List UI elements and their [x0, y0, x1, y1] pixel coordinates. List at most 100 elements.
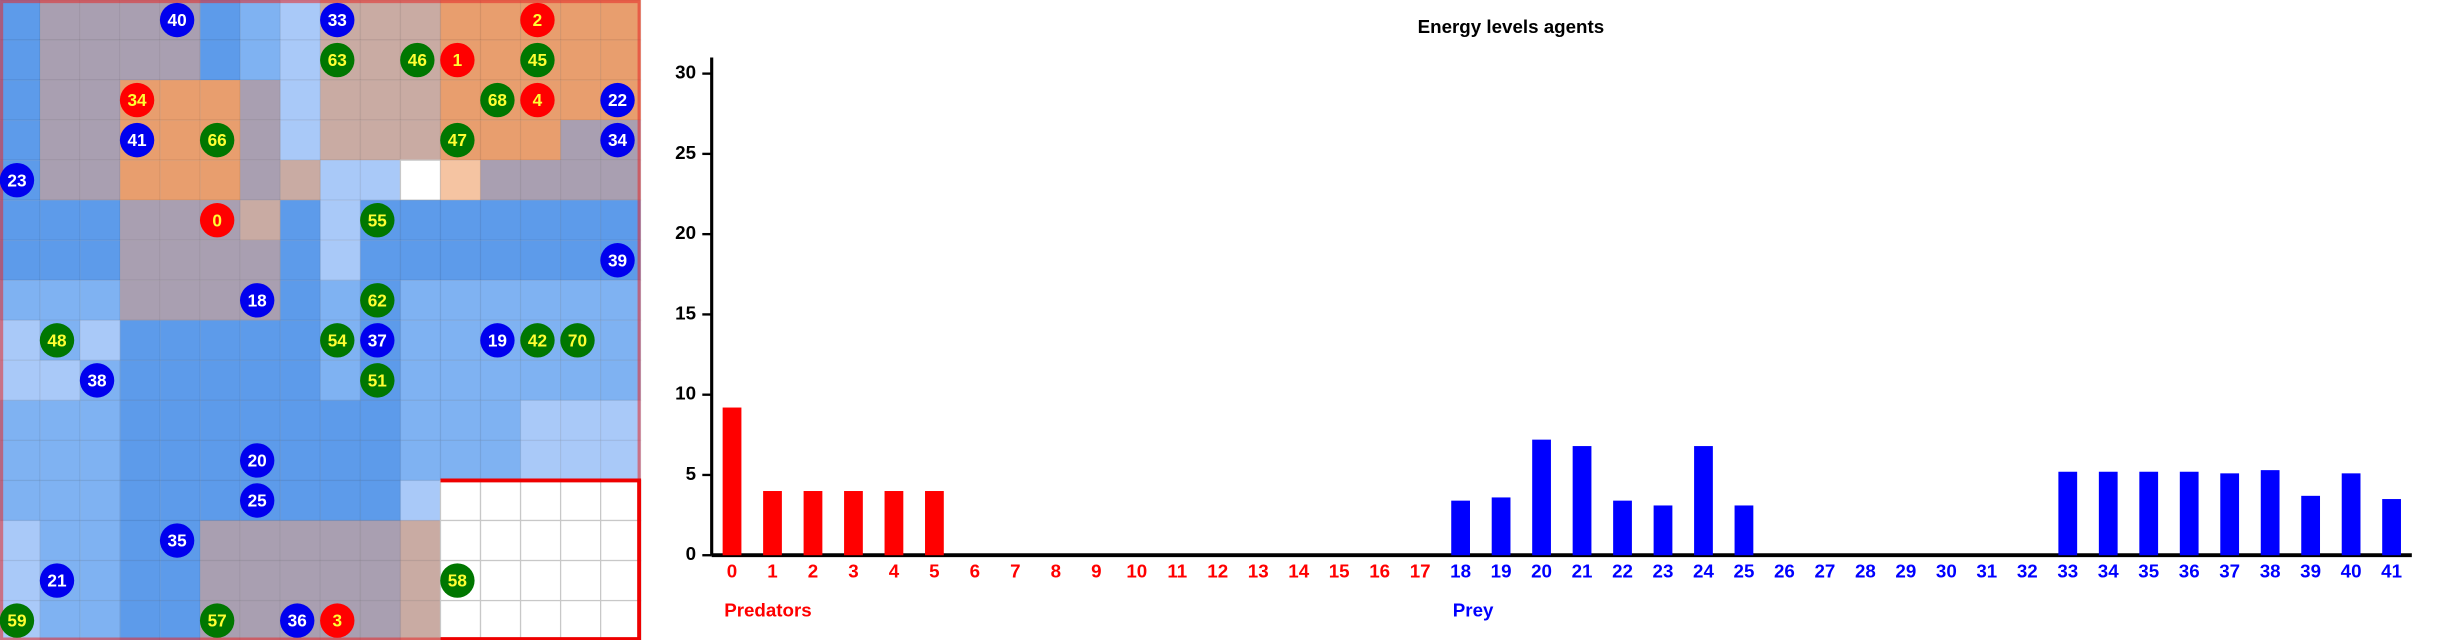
agent — [199, 203, 235, 238]
map-cell — [479, 559, 522, 602]
agent-label: 37 — [368, 330, 387, 350]
map-cell — [39, 479, 81, 522]
y-tick-label: 20 — [675, 222, 696, 243]
agent — [480, 82, 515, 118]
map-cell — [239, 79, 281, 121]
map-border — [0, 0, 641, 640]
map-cell — [559, 359, 602, 402]
x-tick-label: 30 — [1936, 560, 1957, 581]
map-cell — [479, 119, 522, 161]
map-cell — [119, 559, 161, 602]
agent-label: 51 — [368, 370, 388, 390]
map-cell — [559, 79, 602, 121]
agent-label: 25 — [248, 491, 268, 511]
map-cell — [439, 479, 482, 522]
map-cell — [600, 519, 642, 562]
map-cell — [559, 519, 602, 562]
agent — [320, 323, 355, 358]
map-cell — [479, 599, 522, 640]
map-cell — [519, 599, 562, 640]
map-cell — [600, 399, 642, 442]
map-cell — [239, 519, 281, 562]
agent-label: 63 — [328, 50, 347, 70]
map-cell — [119, 39, 161, 81]
map-cell — [319, 159, 362, 201]
map-cell — [399, 279, 442, 321]
y-tick-label: 30 — [675, 62, 696, 83]
bar — [2382, 499, 2401, 556]
map-cell — [39, 359, 81, 402]
map-cell — [279, 279, 321, 321]
agent-label: 2 — [533, 10, 543, 30]
map-cell — [39, 0, 81, 41]
map-cell — [79, 39, 121, 81]
map-cell — [519, 519, 562, 562]
agent — [119, 82, 155, 118]
map-cell — [399, 0, 442, 41]
map-cell — [559, 599, 602, 640]
map-cell — [600, 319, 642, 361]
x-tick-label: 37 — [2219, 560, 2240, 581]
map-cell — [319, 279, 362, 321]
agent-label: 36 — [288, 611, 307, 631]
map-cell — [519, 399, 562, 442]
agent-label: 0 — [212, 210, 222, 230]
map-cell — [239, 199, 281, 241]
map-cell — [559, 119, 602, 161]
map-cell — [559, 279, 602, 321]
map-cell — [439, 519, 482, 562]
y-tick-label: 5 — [686, 463, 696, 484]
map-cell — [439, 239, 482, 281]
map-cell — [119, 159, 161, 201]
agent-label: 46 — [408, 50, 427, 70]
map-cell — [359, 39, 402, 81]
map-cell — [199, 399, 241, 442]
agent-label: 45 — [528, 50, 548, 70]
x-tick-label: 5 — [929, 560, 939, 581]
x-tick-label: 8 — [1051, 560, 1061, 581]
agent-label: 40 — [168, 10, 187, 30]
map-cell — [559, 559, 602, 602]
agent — [480, 323, 515, 358]
agent — [159, 523, 195, 558]
agent — [440, 42, 475, 78]
map-cell — [199, 79, 241, 121]
agent-label: 3 — [332, 611, 342, 631]
bar — [722, 407, 742, 556]
map-cell — [439, 359, 482, 402]
map-cell — [559, 39, 602, 81]
x-tick-label: 16 — [1369, 560, 1390, 581]
bar — [763, 491, 782, 556]
x-tick-label: 31 — [1976, 560, 1997, 581]
map-cell — [39, 39, 81, 81]
map-cell — [600, 199, 642, 241]
map-cell — [0, 279, 41, 321]
agent-label: 47 — [448, 130, 467, 150]
bar — [2139, 471, 2159, 556]
x-tick-label: 19 — [1491, 560, 1512, 581]
map-cell — [199, 239, 241, 281]
agent — [600, 122, 635, 158]
x-tick-label: 39 — [2300, 560, 2321, 581]
map-cell — [159, 319, 201, 361]
map-cell — [479, 279, 522, 321]
map-cell — [279, 39, 321, 81]
map-cell — [279, 319, 321, 361]
map-cell — [239, 559, 281, 602]
agent-label: 22 — [608, 90, 627, 110]
agent-label: 34 — [608, 130, 628, 150]
bar — [2058, 471, 2078, 556]
agent — [239, 283, 275, 318]
agent — [119, 122, 155, 158]
x-tick-label: 2 — [808, 560, 818, 581]
agent — [520, 323, 555, 358]
map-cell — [600, 159, 642, 201]
agent-label: 54 — [328, 330, 348, 350]
x-tick-label: 1 — [767, 560, 777, 581]
map-cell — [399, 479, 442, 522]
map-cell — [39, 239, 81, 281]
map-cell — [199, 39, 241, 81]
map-cell — [600, 359, 642, 402]
agent-label: 35 — [168, 531, 188, 551]
